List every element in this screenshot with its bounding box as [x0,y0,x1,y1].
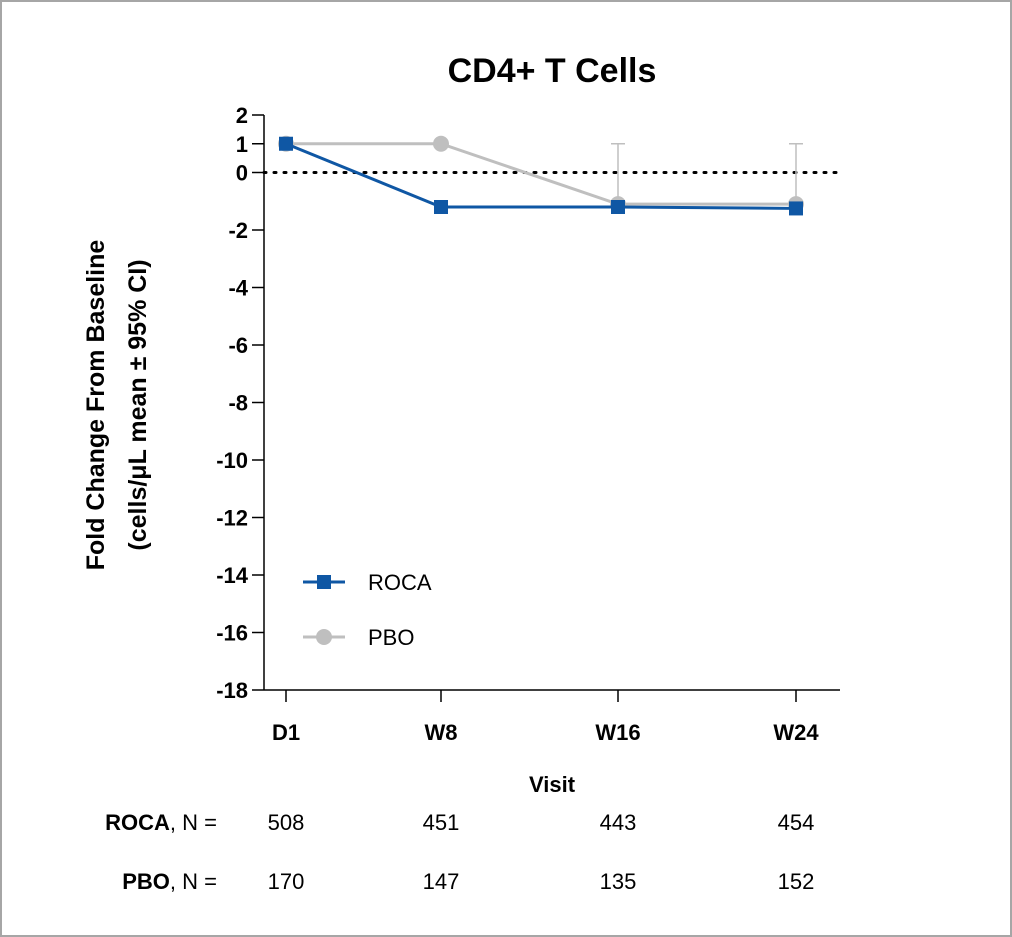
legend: ROCA PBO [303,570,432,650]
y-tick-label: -16 [216,621,248,646]
legend-pbo-marker [316,629,332,645]
y-axis-label: Fold Change From Baseline (cells/μL mean… [82,240,152,571]
x-tick-label: W24 [773,720,819,745]
y-tick-label: 2 [236,103,248,128]
legend-pbo-label: PBO [368,625,414,650]
x-tick-label: W16 [595,720,640,745]
y-tick-label: 0 [236,161,248,186]
y-tick-label: -14 [216,563,249,588]
y-tick-label: -2 [228,218,248,243]
x-tick-label: D1 [272,720,300,745]
y-tick-label: -8 [228,391,248,416]
plot-area [262,135,842,216]
roca-point [789,201,803,216]
x-axis-label: Visit [529,772,576,797]
y-axis-label-line2: (cells/μL mean ± 95% CI) [124,259,152,550]
roca-point [279,136,293,151]
roca-point [434,200,448,214]
y-tick-label: -12 [216,506,248,531]
y-tick-label: -6 [228,333,248,358]
roca-series-line [285,142,797,210]
pbo-point [433,135,449,152]
legend-roca-marker [317,575,331,589]
x-tick-label: W8 [425,720,458,745]
y-tick-label: 1 [236,132,248,157]
y-tick-label: -18 [216,678,248,703]
chart-title: CD4+ T Cells [448,52,657,90]
roca-point [611,200,625,214]
y-tick-label: -4 [228,276,248,301]
y-axis-label-line1: Fold Change From Baseline [82,240,110,571]
legend-roca-label: ROCA [368,570,432,595]
axes: 2 1 0 -2 -4 -6 -8 -10 -12 -14 -16 -18 D1 W8 W16 W24 [216,103,840,745]
pbo-series-line [286,142,796,206]
y-tick-label: -10 [216,448,248,473]
